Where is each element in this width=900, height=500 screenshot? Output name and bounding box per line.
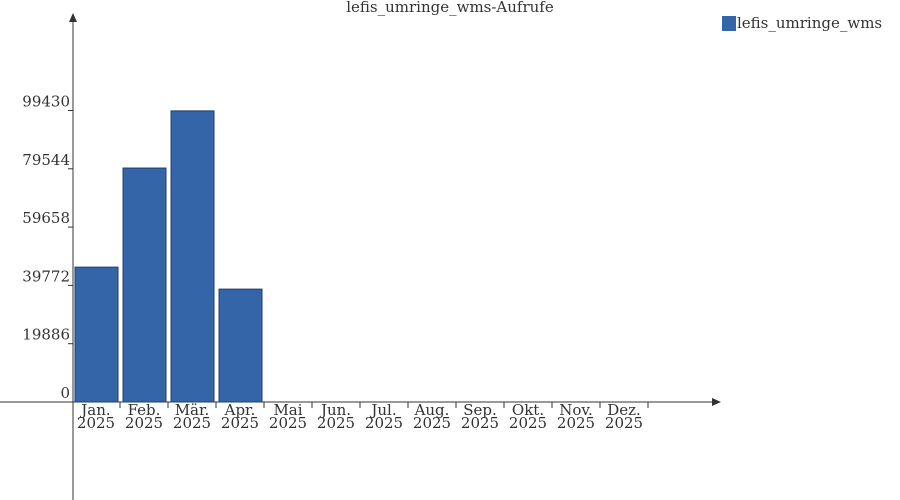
y-tick-label: 99430: [22, 92, 70, 110]
x-tick-label: Sep. 2025: [460, 401, 500, 432]
y-tick-label: 79544: [22, 151, 70, 169]
x-tick-label: Jun. 2025: [316, 401, 356, 432]
y-tick-label: 19886: [22, 326, 70, 344]
x-tick-label: Okt. 2025: [508, 401, 548, 432]
x-tick-label: Apr. 2025: [220, 401, 260, 432]
y-axis-arrow: [69, 13, 77, 22]
bar: [218, 288, 263, 403]
y-tick-label: 0: [60, 384, 70, 402]
bar: [170, 110, 215, 403]
chart-title: lefis_umringe_wms-Aufrufe: [346, 0, 554, 16]
x-tick-label: Jul. 2025: [364, 401, 404, 432]
bar: [122, 167, 167, 403]
x-tick-label: Jan. 2025: [76, 401, 116, 432]
legend-label: lefis_umringe_wms: [737, 14, 882, 32]
x-axis-arrow: [712, 398, 721, 406]
x-tick-label: Mai 2025: [268, 401, 308, 432]
y-tick-label: 59658: [22, 209, 70, 227]
x-tick-label: Dez. 2025: [604, 401, 644, 432]
legend-swatch: [722, 16, 736, 31]
y-tick-label: 39772: [22, 267, 70, 285]
x-tick-label: Feb. 2025: [124, 401, 164, 432]
x-tick-label: Nov. 2025: [556, 401, 596, 432]
bar: [74, 266, 119, 403]
x-tick-label: Aug. 2025: [412, 401, 452, 432]
x-tick-label: Mär. 2025: [172, 401, 212, 432]
